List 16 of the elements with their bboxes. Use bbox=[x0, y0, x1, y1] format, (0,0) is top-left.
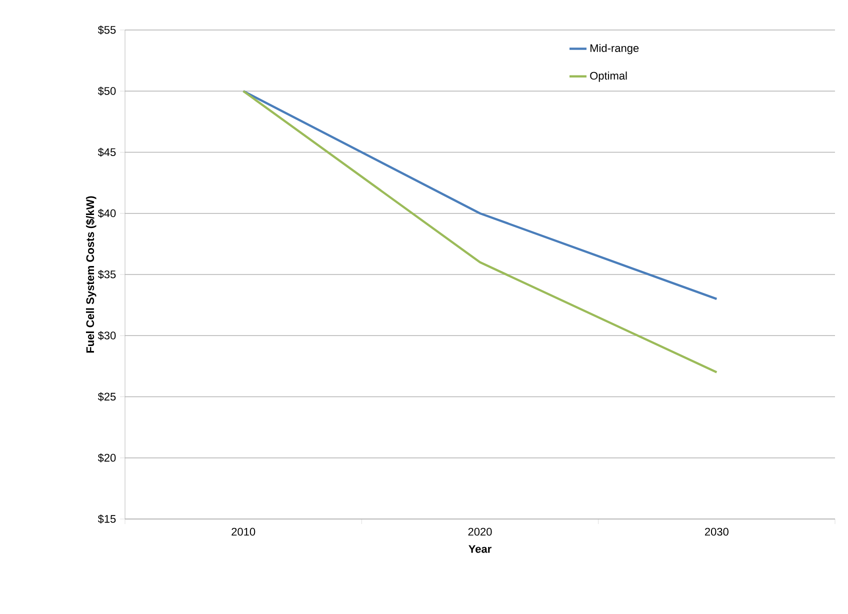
x-tick-label: 2010 bbox=[232, 528, 256, 536]
legend-label: Optimal bbox=[590, 72, 627, 82]
legend-label: Mid-range bbox=[590, 44, 639, 54]
y-tick-label: $30 bbox=[98, 331, 116, 340]
x-tick-label: 2030 bbox=[704, 528, 728, 536]
y-tick-label: $15 bbox=[98, 514, 116, 524]
y-tick-label: $20 bbox=[98, 453, 116, 462]
x-axis-title: Year bbox=[468, 545, 492, 553]
y-tick-label: $45 bbox=[98, 148, 116, 157]
y-axis-title: Fuel Cell System Costs ($/kW) bbox=[86, 196, 96, 353]
y-tick-label: $50 bbox=[98, 86, 116, 96]
x-tick-label: 2020 bbox=[468, 528, 492, 536]
y-tick-label: $35 bbox=[98, 270, 116, 279]
y-tick-label: $55 bbox=[98, 26, 116, 34]
y-tick-label: $25 bbox=[98, 392, 116, 402]
y-tick-label: $40 bbox=[98, 208, 116, 218]
